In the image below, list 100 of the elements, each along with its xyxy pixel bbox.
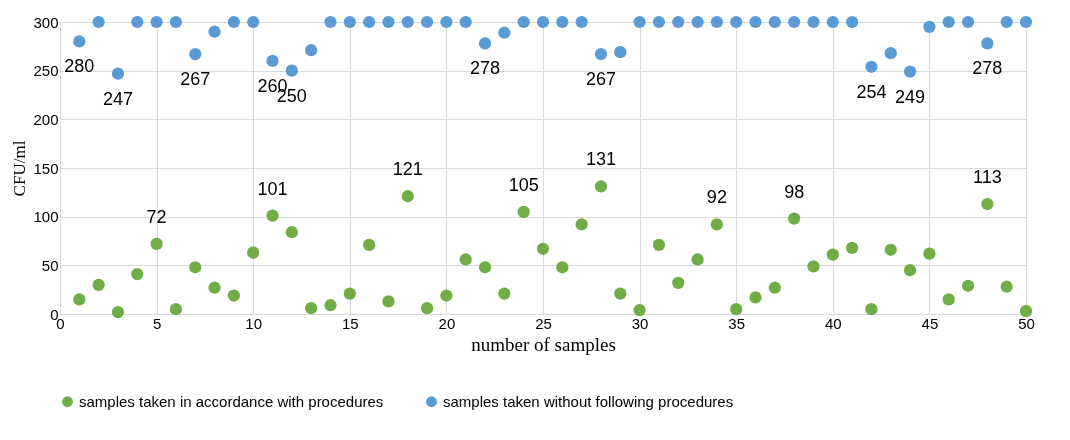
point	[247, 15, 260, 29]
point	[1000, 280, 1013, 293]
point	[150, 15, 163, 29]
point	[517, 205, 530, 218]
point	[749, 15, 762, 29]
point	[363, 238, 376, 252]
x-tick-label: 5	[152, 314, 162, 332]
point	[633, 303, 646, 317]
data-label: 101	[257, 178, 288, 199]
point	[575, 15, 588, 29]
point	[826, 248, 839, 261]
point	[903, 65, 917, 78]
point	[440, 289, 453, 302]
point	[672, 15, 685, 29]
point	[208, 281, 221, 294]
point	[285, 226, 298, 239]
point	[865, 60, 878, 73]
point	[903, 264, 917, 277]
point	[981, 37, 994, 50]
point	[691, 15, 704, 29]
point	[846, 15, 859, 29]
y-tick-label: 250	[33, 62, 59, 80]
point	[169, 303, 183, 316]
point	[343, 287, 356, 300]
point	[189, 48, 202, 61]
point	[923, 247, 936, 260]
point	[208, 25, 221, 38]
point	[131, 15, 144, 29]
point	[652, 238, 666, 252]
data-label: 72	[146, 206, 167, 227]
point	[420, 302, 434, 315]
point	[227, 289, 240, 302]
data-label: 92	[706, 187, 727, 208]
legend-label: samples taken in accordance with procedures	[79, 392, 384, 410]
data-label: 105	[508, 174, 539, 195]
point	[594, 48, 608, 61]
point	[826, 15, 839, 29]
point	[768, 281, 781, 294]
point	[961, 279, 975, 292]
data-label: 254	[856, 81, 887, 102]
data-label: 98	[784, 181, 805, 202]
point	[150, 237, 163, 251]
point	[131, 267, 144, 281]
point	[730, 303, 743, 316]
point	[788, 15, 801, 29]
y-tick-label: 50	[41, 256, 59, 274]
point	[324, 15, 337, 29]
x-tick-label: 45	[921, 314, 939, 332]
data-label: 249	[895, 86, 926, 107]
point	[92, 278, 105, 291]
point	[575, 218, 588, 231]
y-tick-label: 100	[33, 208, 59, 226]
point	[710, 15, 723, 29]
point	[169, 15, 183, 29]
point	[536, 15, 550, 29]
point	[517, 15, 530, 29]
point	[942, 15, 955, 29]
data-label: 113	[973, 167, 1002, 188]
point	[788, 212, 801, 225]
data-label: 280	[64, 56, 95, 77]
point	[111, 305, 125, 319]
y-axis-title: CFU/ml	[10, 140, 30, 197]
data-label: 247	[102, 88, 133, 109]
point	[594, 180, 608, 193]
point	[536, 242, 550, 255]
point	[807, 15, 820, 29]
point	[865, 303, 878, 316]
point	[73, 35, 86, 48]
data-label: 278	[470, 58, 501, 79]
x-tick-label: 20	[438, 314, 456, 332]
x-axis-title: number of samples	[471, 333, 616, 355]
point	[478, 261, 492, 274]
point	[730, 15, 743, 29]
point	[556, 261, 569, 274]
point	[266, 54, 279, 68]
point	[189, 261, 202, 274]
point	[961, 15, 975, 29]
point	[1000, 15, 1013, 29]
point	[305, 44, 318, 57]
x-tick-label: 15	[341, 314, 359, 332]
point	[942, 293, 955, 306]
data-label: 267	[585, 69, 616, 90]
point	[749, 291, 762, 304]
point	[923, 20, 936, 33]
point	[768, 15, 781, 29]
point	[305, 302, 318, 315]
data-label: 121	[392, 159, 423, 180]
y-tick-label: 150	[33, 159, 59, 177]
point	[382, 15, 395, 29]
point	[343, 15, 356, 29]
point	[884, 47, 897, 60]
y-tick-label: 300	[33, 13, 59, 31]
point	[382, 295, 395, 308]
point	[846, 241, 859, 254]
point	[710, 218, 723, 231]
point	[401, 15, 414, 29]
point	[92, 15, 105, 29]
point	[1019, 304, 1033, 318]
x-tick-label: 35	[728, 314, 746, 332]
point	[633, 15, 646, 29]
